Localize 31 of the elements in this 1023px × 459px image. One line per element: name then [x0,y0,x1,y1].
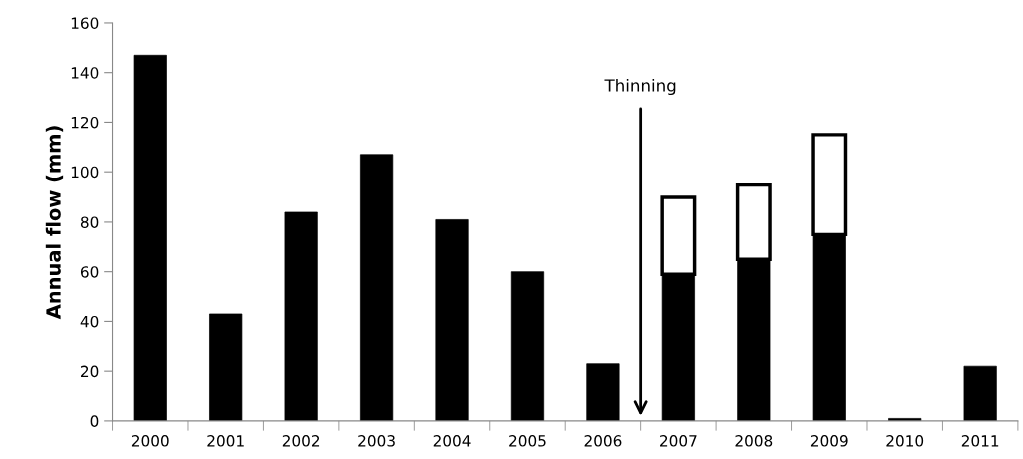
bar [963,365,997,421]
x-tick-label: 2009 [810,435,848,447]
x-tick-label: 2008 [735,435,773,447]
y-tick-label: 20 [81,365,99,378]
y-tick-label: 40 [80,315,99,328]
bar [586,363,620,421]
y-tick-label: 120 [71,116,99,129]
x-tick-label: 2004 [433,435,471,447]
y-tick-label: 160 [71,17,99,29]
bar [360,154,394,421]
bar [209,313,243,421]
x-tick-label: 2001 [207,435,244,447]
x-tick-label: 2000 [131,435,169,447]
y-tick-label: 0 [90,415,99,427]
x-tick-label: 2005 [509,435,546,447]
x-tick-label: 2003 [358,435,395,447]
x-tick-label: 2010 [886,435,924,447]
annotation: Thinning [604,78,676,96]
bar [284,211,318,421]
y-tick-label: 100 [71,166,99,179]
x-tick-label: 2002 [282,435,320,447]
bar [510,271,545,421]
y-tick-label: 60 [80,266,99,278]
y-tick-label: 140 [71,67,99,79]
y-axis-title: Annual flow (mm) [45,126,64,320]
y-tick-label: 80 [80,216,99,228]
bar [435,219,469,421]
x-tick-label: 2007 [660,435,697,447]
bar [133,54,167,421]
x-tick-label: 2006 [584,435,622,447]
x-tick-label: 2011 [961,435,999,447]
